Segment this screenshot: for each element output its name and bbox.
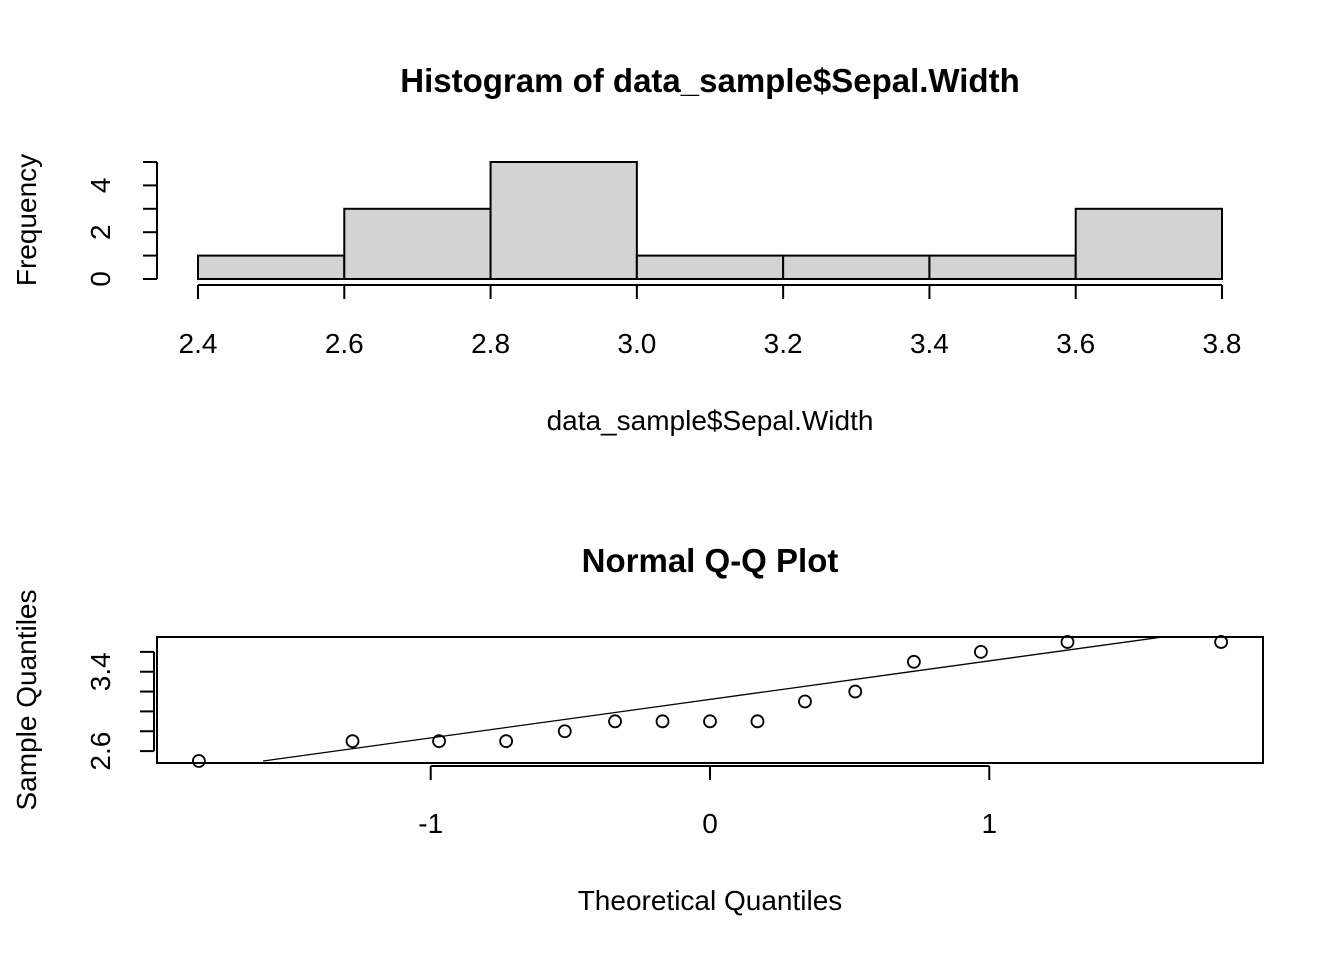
qq-point <box>1060 635 1075 649</box>
histogram-x-tick-label: 2.8 <box>471 328 510 359</box>
histogram-y-label: Frequency <box>11 154 42 286</box>
histogram-bar <box>1074 207 1223 280</box>
qq-y-label: Sample Quantiles <box>11 589 42 810</box>
qq-title: Normal Q-Q Plot <box>582 542 839 579</box>
qq-x-label: Theoretical Quantiles <box>578 885 843 916</box>
qq-point <box>974 644 988 659</box>
qq-point <box>655 714 670 729</box>
histogram-bar <box>928 254 1077 281</box>
qq-y-tick-label: 3.4 <box>85 652 116 691</box>
histogram-x-tick-label: 3.2 <box>764 328 803 359</box>
histogram-bar <box>635 254 785 281</box>
histogram-panel: Histogram of data_sample$Sepal.Width 2.4… <box>11 62 1241 436</box>
qq-panel: Normal Q-Q Plot -1 0 1 2.6 3.4 Theoretical … <box>11 542 1264 916</box>
qq-point <box>345 734 360 749</box>
qq-x-tick-label: -1 <box>418 808 443 839</box>
histogram-title: Histogram of data_sample$Sepal.Width <box>400 62 1020 99</box>
qq-point <box>608 714 622 729</box>
qq-plot-box <box>156 636 1264 764</box>
qq-point <box>499 734 514 749</box>
histogram-x-axis: 2.4 2.6 2.8 3.0 3.2 3.4 3.6 3.8 <box>179 284 1242 359</box>
histogram-bar <box>782 254 931 281</box>
histogram-bar <box>343 207 492 280</box>
qq-reference-line-segment <box>263 636 1163 762</box>
qq-points <box>191 635 1229 768</box>
qq-point <box>191 754 206 768</box>
qq-x-tick-label: 1 <box>982 808 998 839</box>
qq-y-tick-label: 2.6 <box>85 732 116 771</box>
histogram-x-tick-label: 2.4 <box>179 328 218 359</box>
qq-point <box>798 694 812 709</box>
qq-point <box>848 684 863 699</box>
qq-point <box>750 714 765 729</box>
histogram-y-axis: 0 2 4 <box>85 161 158 287</box>
histogram-bar <box>489 161 638 280</box>
qq-x-tick-label: 0 <box>702 808 718 839</box>
histogram-y-tick-label: 2 <box>85 224 116 240</box>
histogram-x-label: data_sample$Sepal.Width <box>547 405 874 436</box>
histogram-bar <box>197 254 346 281</box>
histogram-y-tick-label: 0 <box>85 271 116 287</box>
qq-point <box>703 714 717 729</box>
histogram-x-tick-label: 3.8 <box>1203 328 1242 359</box>
histogram-bars <box>197 161 1223 281</box>
qq-point <box>432 734 446 749</box>
qq-x-axis: -1 0 1 <box>418 765 998 839</box>
histogram-y-tick-label: 4 <box>85 178 116 194</box>
qq-point <box>557 724 572 739</box>
histogram-x-tick-label: 3.6 <box>1056 328 1095 359</box>
histogram-x-tick-label: 3.4 <box>910 328 949 359</box>
histogram-x-tick-label: 3.0 <box>617 328 656 359</box>
qq-y-axis: 2.6 3.4 <box>85 650 155 771</box>
qq-point <box>906 654 921 669</box>
qq-reference-line <box>263 636 1163 762</box>
qq-point <box>1214 635 1229 649</box>
histogram-x-tick-label: 2.6 <box>325 328 364 359</box>
